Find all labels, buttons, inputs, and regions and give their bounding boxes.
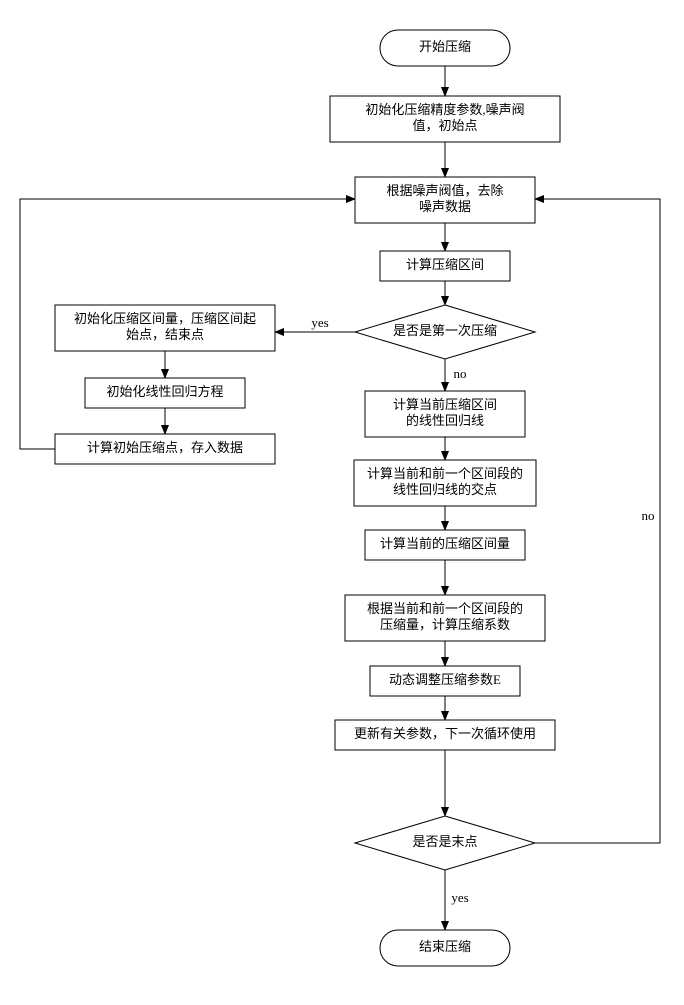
node-first_dec: 是否是第一次压缩	[355, 305, 535, 359]
edge-label: yes	[451, 890, 468, 905]
node-calc_coef: 根据当前和前一个区间段的压缩量，计算压缩系数	[345, 595, 545, 641]
node-label: 初始化压缩区间量，压缩区间起	[74, 311, 256, 326]
node-label: 压缩量，计算压缩系数	[380, 617, 510, 632]
node-init: 初始化压缩精度参数,噪声阀值，初始点	[330, 96, 560, 142]
edge-label: yes	[311, 315, 328, 330]
node-calc_amt: 计算当前的压缩区间量	[365, 530, 525, 560]
node-end_dec: 是否是末点	[355, 816, 535, 870]
node-label: 计算初始压缩点，存入数据	[87, 440, 243, 455]
node-label: 更新有关参数，下一次循环使用	[354, 726, 536, 741]
node-end: 结束压缩	[380, 930, 510, 966]
node-init_lr: 初始化线性回归方程	[85, 378, 245, 408]
node-label: 计算当前和前一个区间段的	[367, 466, 523, 481]
node-calc_range: 计算压缩区间	[380, 251, 510, 281]
node-denoise: 根据噪声阀值，去除噪声数据	[355, 177, 535, 223]
node-label: 是否是第一次压缩	[393, 323, 497, 338]
node-adjust_e: 动态调整压缩参数E	[370, 666, 520, 696]
node-calc_int: 计算当前和前一个区间段的线性回归线的交点	[354, 460, 536, 506]
node-label: 值，初始点	[412, 118, 477, 133]
node-label: 的线性回归线	[406, 413, 484, 428]
node-label: 根据当前和前一个区间段的	[367, 601, 523, 616]
node-label: 计算压缩区间	[406, 257, 484, 272]
node-label: 计算当前的压缩区间量	[380, 536, 510, 551]
node-label: 初始化线性回归方程	[106, 384, 223, 399]
node-label: 始点，结束点	[126, 327, 204, 342]
node-init_range: 初始化压缩区间量，压缩区间起始点，结束点	[55, 305, 275, 351]
node-label: 根据噪声阀值，去除	[386, 183, 503, 198]
node-label: 初始化压缩精度参数,噪声阀	[365, 102, 524, 117]
node-label: 计算当前压缩区间	[393, 397, 497, 412]
node-label: 线性回归线的交点	[393, 482, 497, 497]
node-label: 噪声数据	[419, 199, 471, 214]
node-label: 是否是末点	[412, 834, 477, 849]
edge-label: no	[642, 508, 655, 523]
node-update: 更新有关参数，下一次循环使用	[335, 720, 555, 750]
node-label: 开始压缩	[419, 39, 471, 54]
node-calc_lr: 计算当前压缩区间的线性回归线	[365, 391, 525, 437]
node-start: 开始压缩	[380, 30, 510, 66]
node-label: 动态调整压缩参数E	[389, 672, 501, 687]
edge-label: no	[454, 366, 467, 381]
flowchart-svg: yesnoyesno开始压缩初始化压缩精度参数,噪声阀值，初始点根据噪声阀值，去…	[0, 0, 684, 1000]
node-label: 结束压缩	[419, 939, 471, 954]
node-calc_init: 计算初始压缩点，存入数据	[55, 434, 275, 464]
